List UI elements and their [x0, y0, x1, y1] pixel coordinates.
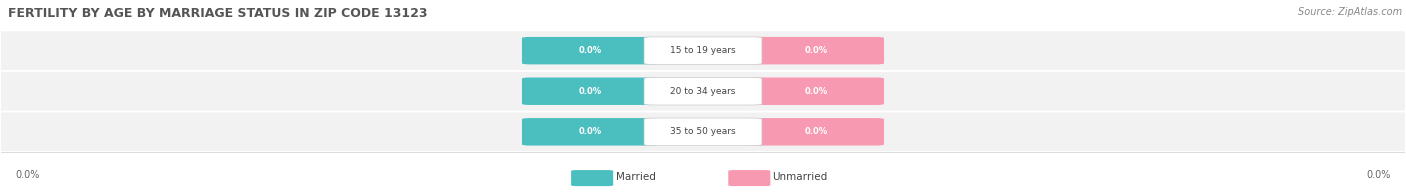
Text: 0.0%: 0.0% — [15, 170, 39, 180]
FancyBboxPatch shape — [644, 118, 762, 146]
FancyBboxPatch shape — [748, 77, 884, 105]
FancyBboxPatch shape — [0, 31, 1406, 70]
Text: 0.0%: 0.0% — [804, 127, 828, 136]
Text: 35 to 50 years: 35 to 50 years — [671, 127, 735, 136]
Text: 15 to 19 years: 15 to 19 years — [671, 46, 735, 55]
FancyBboxPatch shape — [522, 37, 658, 64]
Text: Unmarried: Unmarried — [772, 172, 827, 182]
FancyBboxPatch shape — [0, 72, 1406, 111]
FancyBboxPatch shape — [748, 118, 884, 146]
Text: 0.0%: 0.0% — [804, 87, 828, 96]
FancyBboxPatch shape — [0, 113, 1406, 151]
Text: 0.0%: 0.0% — [578, 46, 602, 55]
Text: 20 to 34 years: 20 to 34 years — [671, 87, 735, 96]
Text: 0.0%: 0.0% — [1367, 170, 1391, 180]
FancyBboxPatch shape — [748, 37, 884, 64]
FancyBboxPatch shape — [571, 170, 613, 186]
FancyBboxPatch shape — [644, 37, 762, 64]
FancyBboxPatch shape — [522, 77, 658, 105]
Text: FERTILITY BY AGE BY MARRIAGE STATUS IN ZIP CODE 13123: FERTILITY BY AGE BY MARRIAGE STATUS IN Z… — [8, 7, 427, 20]
Text: 0.0%: 0.0% — [578, 127, 602, 136]
Text: Married: Married — [616, 172, 655, 182]
Text: Source: ZipAtlas.com: Source: ZipAtlas.com — [1298, 7, 1402, 17]
FancyBboxPatch shape — [728, 170, 770, 186]
Text: 0.0%: 0.0% — [578, 87, 602, 96]
FancyBboxPatch shape — [644, 77, 762, 105]
Text: 0.0%: 0.0% — [804, 46, 828, 55]
FancyBboxPatch shape — [522, 118, 658, 146]
